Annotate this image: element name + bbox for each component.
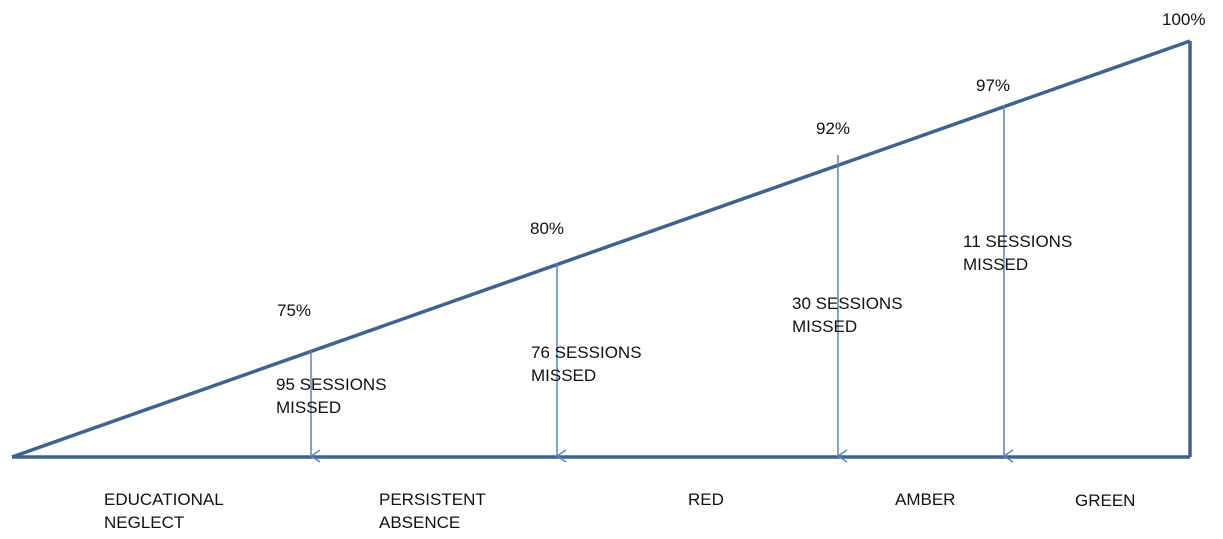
sessions-count: 30 SESSIONS [792,294,903,313]
sessions-missed: MISSED [792,317,858,336]
zone-label-line: EDUCATIONAL [104,490,224,509]
sessions-count: 11 SESSIONS [963,232,1073,251]
zone-label-line: AMBER [895,490,956,509]
sessions-count: 76 SESSIONS [531,343,642,362]
sessions-missed: MISSED [276,398,342,417]
zone-label-line: GREEN [1075,491,1136,510]
percent-label-100: 100% [1162,10,1206,29]
sessions-count: 95 SESSIONS [276,375,387,394]
zone-label-line: PERSISTENT [379,490,486,509]
sessions-label-75: 95 SESSIONS MISSED [276,373,387,419]
zone-label-line: ABSENCE [379,513,461,532]
percent-label-92: 92% [816,119,851,138]
zone-label-red: RED [688,488,724,511]
percent-label-75: 75% [277,301,312,320]
zone-label-persistent-absence: PERSISTENT ABSENCE [379,488,486,534]
zone-label-green: GREEN [1075,489,1135,512]
zone-label-line: RED [688,490,724,509]
zone-label-line: NEGLECT [104,513,185,532]
hypotenuse [11,39,1191,459]
sessions-label-97: 11 SESSIONS MISSED [963,230,1072,276]
zone-label-educational-neglect: EDUCATIONAL NEGLECT [104,488,224,534]
sessions-missed: MISSED [963,255,1029,274]
percent-label-80: 80% [530,219,565,238]
sessions-label-80: 76 SESSIONS MISSED [531,341,642,387]
percent-label-97: 97% [976,76,1011,95]
sessions-label-92: 30 SESSIONS MISSED [792,292,903,338]
zone-label-amber: AMBER [895,488,955,511]
sessions-missed: MISSED [531,366,597,385]
